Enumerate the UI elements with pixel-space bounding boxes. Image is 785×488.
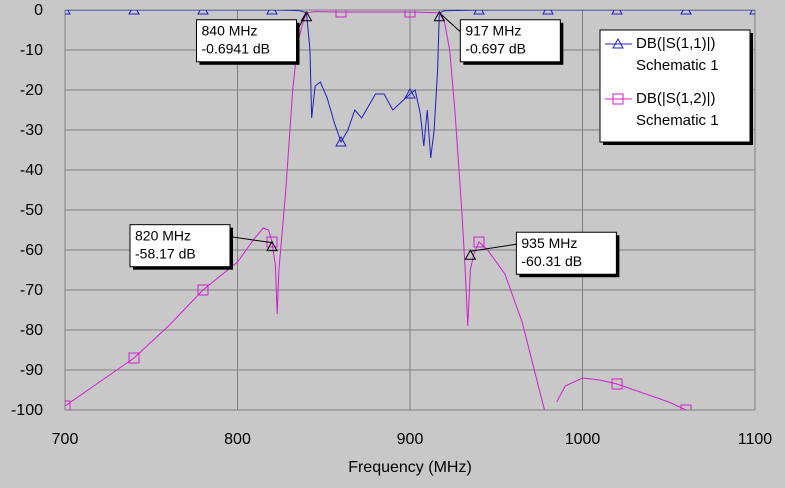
- y-tick-label: -90: [20, 362, 43, 379]
- annotation-marker: [464, 249, 477, 260]
- legend-label: DB(|S(1,1)|): [636, 35, 715, 52]
- series-marker: [473, 10, 485, 15]
- legend-symbol: [612, 37, 624, 49]
- annotation-leader: [229, 236, 273, 244]
- x-tick-label: 1000: [565, 431, 601, 448]
- series-marker: [680, 10, 692, 15]
- series-marker: [197, 284, 209, 296]
- series-marker: [542, 10, 554, 15]
- series-marker: [197, 10, 209, 15]
- y-tick-label: -30: [20, 122, 43, 139]
- annotation-marker: [266, 240, 278, 252]
- y-tick-label: -20: [20, 82, 43, 99]
- annotation-text: -60.31 dB: [521, 253, 582, 269]
- series-marker: [404, 10, 416, 18]
- y-tick-label: -10: [20, 42, 43, 59]
- y-tick-label: -40: [20, 162, 43, 179]
- y-tick-label: -100: [11, 402, 43, 419]
- annotation: 917 MHz -0.697 dB: [433, 10, 564, 65]
- annotation: 935 MHz -60.31 dB: [464, 231, 620, 278]
- series-marker: [680, 404, 692, 410]
- annotation-box: [129, 224, 231, 268]
- annotation-leader: [470, 243, 517, 252]
- annotation-text: 840 MHz: [202, 22, 258, 38]
- series-marker: [65, 400, 71, 410]
- x-axis-label: Frequency (MHz): [348, 459, 472, 476]
- annotation-box: [196, 19, 297, 63]
- series-marker: [128, 352, 140, 364]
- y-tick-label: 0: [34, 2, 43, 19]
- legend-box: [599, 29, 751, 143]
- series-marker: [266, 10, 278, 15]
- series-marker: [128, 10, 140, 15]
- series-marker: [611, 378, 623, 390]
- annotation-box: [515, 231, 617, 275]
- legend: DB(|S(1,1)|) Schematic 1 DB(|S(1,2)|) Schem…: [599, 29, 753, 145]
- annotation-text: -0.6941 dB: [202, 40, 271, 56]
- annotation: 820 MHz -58.17 dB: [129, 224, 278, 270]
- series-line: [65, 10, 755, 159]
- annotation-box: [459, 19, 561, 63]
- series-marker: [404, 87, 416, 99]
- y-tick-label: -80: [20, 322, 43, 339]
- annotation-marker: [433, 10, 446, 22]
- x-tick-label: 1100: [738, 431, 773, 448]
- series-marker: [611, 10, 623, 15]
- x-tick-label: 800: [224, 431, 251, 448]
- legend-source: Schematic 1: [636, 57, 719, 74]
- legend-symbol: [612, 93, 624, 105]
- annotation-text: -58.17 dB: [135, 245, 196, 261]
- x-tick-label: 900: [397, 431, 424, 448]
- y-tick-label: -70: [20, 282, 43, 299]
- series-marker: [335, 135, 347, 147]
- annotation-text: 935 MHz: [521, 235, 577, 251]
- series-marker: [473, 236, 485, 248]
- annotation-marker: [300, 10, 313, 22]
- x-tick-label: 700: [52, 431, 79, 448]
- annotation-leader: [438, 12, 461, 33]
- y-tick-label: -50: [20, 202, 43, 219]
- annotation-text: 917 MHz: [465, 22, 521, 38]
- series-marker: [335, 10, 347, 18]
- annotation: 840 MHz -0.6941 dB: [196, 10, 313, 65]
- legend-label: DB(|S(1,2)|): [636, 90, 715, 107]
- y-tick-label: -60: [20, 242, 43, 259]
- annotation-text: -0.697 dB: [465, 40, 526, 56]
- legend-source: Schematic 1: [636, 112, 719, 129]
- annotation-text: 820 MHz: [135, 227, 191, 243]
